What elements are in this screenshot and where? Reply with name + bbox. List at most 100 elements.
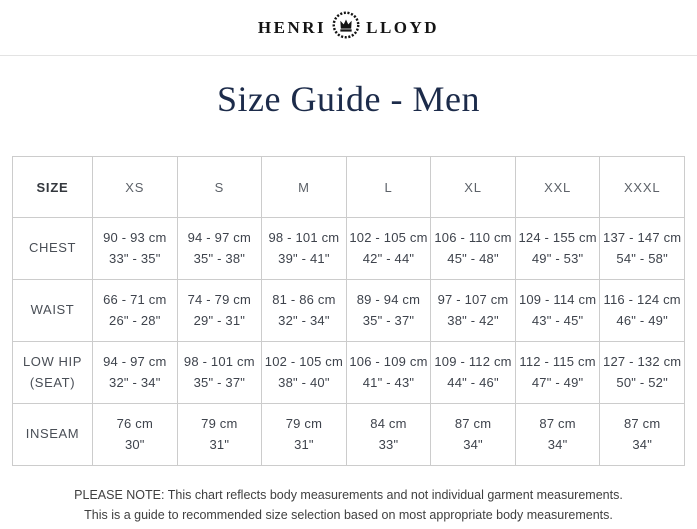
cell-inches: 34"	[632, 436, 653, 452]
cell-cm: 87 cm	[454, 416, 492, 432]
size-guide-table: SIZE XS S M L XL XXL XXXL CHEST 90 - 93 …	[12, 156, 685, 466]
measurement-cell: 102 - 105 cm 42" - 44"	[345, 217, 432, 280]
measurement-cell: 124 - 155 cm 49" - 53"	[514, 217, 601, 280]
cell-cm: 112 - 115 cm	[519, 354, 596, 370]
cell-inches: 29" - 31"	[193, 312, 246, 328]
cell-cm: 98 - 101 cm	[268, 230, 340, 246]
measurement-cell: 87 cm 34"	[430, 403, 516, 466]
cell-inches: 44" - 46"	[447, 374, 499, 390]
measurement-cell: 76 cm 30"	[92, 403, 178, 466]
cell-cm: 74 - 79 cm	[187, 292, 252, 308]
footnote-line-1: PLEASE NOTE: This chart reflects body me…	[74, 488, 623, 502]
cell-cm: 106 - 110 cm	[434, 230, 512, 246]
site-header: HENRI LLOYD	[0, 0, 697, 56]
cell-inches: 35" - 37"	[362, 312, 415, 328]
cell-inches: 34"	[547, 436, 568, 452]
cell-cm: 137 - 147 cm	[603, 230, 682, 246]
cell-cm: 89 - 94 cm	[356, 292, 421, 308]
table-row-inseam: INSEAM 76 cm 30" 79 cm 31" 79 cm 31" 84 cm 3…	[12, 403, 685, 466]
table-row-chest: CHEST 90 - 93 cm 33" - 35" 94 - 97 cm 35" …	[12, 217, 685, 280]
measurement-cell: 89 - 94 cm 35" - 37"	[345, 279, 432, 342]
size-corner-header: SIZE	[12, 156, 93, 218]
measurement-cell: 94 - 97 cm 35" - 38"	[176, 217, 263, 280]
cell-inches: 43" - 45"	[531, 312, 584, 328]
cell-cm: 94 - 97 cm	[103, 354, 167, 370]
cell-cm: 87 cm	[623, 416, 661, 432]
cell-cm: 98 - 101 cm	[183, 354, 255, 370]
cell-cm: 66 - 71 cm	[103, 292, 167, 308]
cell-inches: 49" - 53"	[531, 250, 584, 266]
page-title: Size Guide - Men	[217, 79, 480, 119]
cell-inches: 35" - 38"	[193, 250, 246, 266]
cell-inches: 31"	[294, 436, 314, 452]
cell-cm: 76 cm	[116, 416, 153, 432]
cell-cm: 127 - 132 cm	[603, 354, 682, 370]
cell-cm: 90 - 93 cm	[103, 230, 167, 246]
measurement-cell: 79 cm 31"	[176, 403, 263, 466]
measurement-cell: 87 cm 34"	[599, 403, 685, 466]
measurement-cell: 81 - 86 cm 32" - 34"	[261, 279, 347, 342]
row-label-inseam: INSEAM	[12, 403, 93, 466]
cell-inches: 54" - 58"	[616, 250, 668, 266]
cell-inches: 30"	[124, 436, 145, 452]
table-row-low-hip: LOW HIP (SEAT) 94 - 97 cm 32" - 34" 98 - …	[12, 341, 685, 404]
cell-inches: 34"	[463, 436, 483, 452]
size-column-header-xs: XS	[92, 156, 178, 218]
measurement-cell: 74 - 79 cm 29" - 31"	[176, 279, 263, 342]
laurel-crown-crest-icon	[330, 9, 362, 46]
cell-cm: 84 cm	[370, 416, 407, 432]
measurement-cell: 87 cm 34"	[514, 403, 601, 466]
measurement-cell: 137 - 147 cm 54" - 58"	[599, 217, 685, 280]
cell-cm: 94 - 97 cm	[187, 230, 252, 246]
cell-cm: 87 cm	[539, 416, 576, 432]
size-column-header-s: S	[176, 156, 263, 218]
measurement-cell: 97 - 107 cm 38" - 42"	[430, 279, 516, 342]
measurement-cell: 112 - 115 cm 47" - 49"	[514, 341, 601, 404]
footnote: PLEASE NOTE: This chart reflects body me…	[0, 485, 697, 525]
measurement-cell: 109 - 114 cm 43" - 45"	[514, 279, 601, 342]
measurement-cell: 94 - 97 cm 32" - 34"	[92, 341, 178, 404]
measurement-cell: 106 - 110 cm 45" - 48"	[430, 217, 516, 280]
measurement-cell: 106 - 109 cm 41" - 43"	[345, 341, 432, 404]
size-column-header-l: L	[345, 156, 432, 218]
measurement-cell: 90 - 93 cm 33" - 35"	[92, 217, 178, 280]
cell-inches: 41" - 43"	[362, 374, 415, 390]
cell-inches: 45" - 48"	[447, 250, 499, 266]
cell-cm: 102 - 105 cm	[349, 230, 428, 246]
cell-cm: 109 - 112 cm	[434, 354, 512, 370]
cell-cm: 109 - 114 cm	[518, 292, 597, 308]
cell-inches: 47" - 49"	[531, 374, 584, 390]
brand-logo[interactable]: HENRI LLOYD	[258, 9, 439, 46]
measurement-cell: 66 - 71 cm 26" - 28"	[92, 279, 178, 342]
cell-cm: 116 - 124 cm	[603, 292, 681, 308]
row-label-chest: CHEST	[12, 217, 93, 280]
cell-cm: 124 - 155 cm	[518, 230, 597, 246]
cell-cm: 106 - 109 cm	[349, 354, 428, 370]
size-column-header-m: M	[261, 156, 347, 218]
cell-inches: 42" - 44"	[362, 250, 415, 266]
cell-cm: 102 - 105 cm	[264, 354, 344, 370]
cell-inches: 38" - 42"	[447, 312, 499, 328]
cell-inches: 38" - 40"	[278, 374, 330, 390]
measurement-cell: 98 - 101 cm 35" - 37"	[176, 341, 263, 404]
measurement-cell: 109 - 112 cm 44" - 46"	[430, 341, 516, 404]
cell-cm: 79 cm	[201, 416, 238, 432]
cell-inches: 39" - 41"	[278, 250, 330, 266]
table-header-row: SIZE XS S M L XL XXL XXXL	[12, 156, 685, 218]
measurement-cell: 102 - 105 cm 38" - 40"	[261, 341, 347, 404]
row-label-low-hip-seat: LOW HIP (SEAT)	[12, 341, 93, 404]
cell-inches: 31"	[209, 436, 230, 452]
cell-cm: 97 - 107 cm	[437, 292, 509, 308]
cell-cm: 79 cm	[285, 416, 323, 432]
cell-inches: 46" - 49"	[616, 312, 668, 328]
cell-inches: 32" - 34"	[278, 312, 330, 328]
measurement-cell: 98 - 101 cm 39" - 41"	[261, 217, 347, 280]
cell-inches: 26" - 28"	[109, 312, 161, 328]
size-column-header-xxl: XXL	[514, 156, 601, 218]
measurement-cell: 84 cm 33"	[345, 403, 432, 466]
brand-name-left: HENRI	[257, 17, 327, 37]
cell-inches: 50" - 52"	[616, 374, 668, 390]
cell-inches: 32" - 34"	[109, 374, 161, 390]
cell-cm: 81 - 86 cm	[272, 292, 336, 308]
table-row-waist: WAIST 66 - 71 cm 26" - 28" 74 - 79 cm 29" …	[12, 279, 685, 342]
